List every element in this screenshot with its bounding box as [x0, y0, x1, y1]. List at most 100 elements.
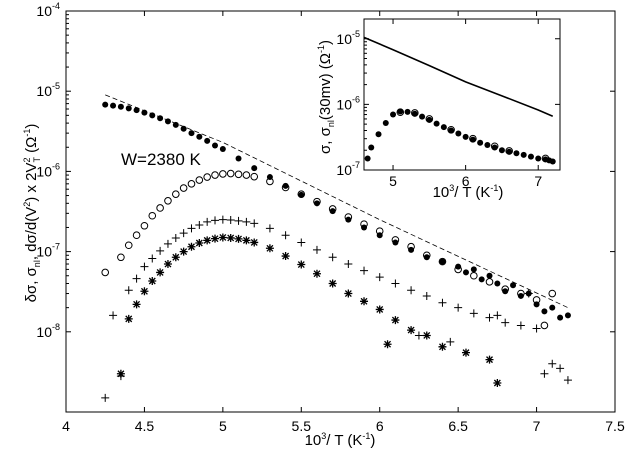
main-series-3-point	[218, 233, 227, 242]
main-series-2-point	[124, 286, 133, 295]
inset-series-2-point	[396, 108, 405, 116]
inset-x-tick-label: 6	[462, 173, 470, 189]
main-series-0-point	[478, 276, 485, 283]
main-y-tick-label: 10-4	[36, 1, 60, 19]
main-series-3-point	[163, 260, 172, 269]
main-series-2-point	[132, 274, 141, 283]
main-series-0-point	[212, 142, 219, 149]
inset-plot-series	[363, 36, 556, 165]
main-series-1-point	[250, 172, 259, 181]
main-series-1-point	[438, 257, 447, 266]
main-series-3-point	[171, 253, 180, 262]
main-series-0-point	[235, 155, 242, 162]
main-series-1-point	[203, 173, 211, 181]
main-series-3-point	[116, 369, 125, 378]
main-series-0-point	[549, 304, 556, 311]
inset-series-1-point	[527, 153, 534, 160]
main-series-1-point	[219, 170, 227, 178]
inset-series-1-point	[411, 110, 418, 117]
main-series-3-point	[156, 268, 165, 277]
main-series-0-point	[102, 101, 109, 108]
main-series-2-point	[485, 313, 494, 322]
inset-series-1-point	[520, 151, 527, 158]
main-series-3-point	[360, 297, 369, 306]
main-series-0-point	[557, 314, 564, 321]
main-series-1-point	[211, 171, 219, 179]
inset-y-tick-label: 10-5	[336, 29, 360, 47]
inset-y-tick-label: 10-6	[336, 94, 360, 112]
main-series-3-point	[242, 236, 251, 245]
main-series-2-point	[140, 262, 149, 271]
inset-series-1-point	[433, 120, 440, 127]
main-series-3-point	[297, 260, 306, 269]
main-series-2-point	[328, 253, 337, 262]
inset-background	[364, 19, 608, 201]
main-series-3-point	[391, 316, 400, 325]
main-series-1-point	[179, 184, 188, 192]
main-series-1-point	[328, 205, 337, 213]
main-series-1-point	[148, 211, 157, 220]
inset-series-1-point	[535, 155, 542, 162]
main-series-2-point	[203, 217, 212, 226]
main-series-2-point	[195, 220, 204, 229]
inset-series-1-point	[397, 108, 404, 115]
main-series-2-point	[516, 321, 525, 330]
inset-axis-ticks: 5 6 7 10-7 10-6 10-5	[336, 18, 560, 189]
main-series-0-point	[110, 102, 117, 109]
inset-series-1-point	[364, 155, 371, 162]
main-series-3-point	[265, 244, 274, 253]
main-series-3-point	[407, 326, 416, 335]
main-series-0-point	[517, 292, 524, 299]
main-series-1-point	[195, 176, 204, 184]
main-series-2-point	[156, 246, 165, 255]
inset-y-axis-title: σ, σnl(30mv) (Ω-1)	[316, 40, 336, 154]
main-series-3-point	[132, 300, 141, 309]
main-series-3-point	[234, 234, 243, 243]
main-series-3-point	[375, 305, 384, 314]
main-series-0-point	[117, 103, 124, 110]
main-series-2-point	[109, 311, 118, 320]
inset-series-1-point	[404, 108, 411, 115]
main-series-2-point	[218, 215, 227, 224]
main-series-2-point	[501, 318, 510, 327]
annotation-w: W=2380 K	[121, 150, 202, 169]
main-series-2-point	[171, 233, 180, 242]
main-series-3-point	[195, 239, 204, 248]
main-series-2-point	[187, 224, 196, 233]
inset-series-1-point	[440, 124, 447, 131]
main-series-1-point	[266, 177, 274, 186]
inset-series-1-point	[375, 131, 382, 138]
main-series-3-point	[140, 287, 149, 296]
inset-series-1-point	[462, 133, 469, 140]
main-series-2-point	[524, 289, 533, 298]
inset-series-2-point	[469, 134, 477, 143]
main-series-2-point	[344, 260, 353, 269]
main-series-0-point	[149, 112, 156, 119]
main-series-2-point	[297, 238, 306, 247]
main-series-1-point	[532, 296, 541, 304]
inset-series-1-point	[419, 113, 426, 120]
main-series-3-point	[383, 340, 392, 349]
main-series-2-point	[101, 393, 110, 402]
main-series-1-point	[156, 204, 164, 212]
main-series-2-point	[446, 337, 455, 346]
main-series-2-point	[469, 309, 478, 318]
main-axis-ticks: 4 4.5 5 5.5 6 6.5 7 7.5 10-8 10-7 10-6 10-5 10-4	[36, 1, 625, 434]
inset-series-1-point	[390, 111, 397, 118]
main-series-2-point	[148, 254, 157, 263]
main-series-2-point	[422, 291, 431, 300]
main-series-1-point	[226, 169, 235, 178]
main-series-2-point	[493, 311, 502, 320]
inset-series-1-point	[455, 130, 462, 137]
main-series-2-point	[360, 266, 369, 275]
main-series-0-point	[180, 125, 187, 132]
main-series-0-point	[196, 133, 203, 140]
main-series-3-point	[438, 342, 447, 351]
inset-series-1-point	[368, 144, 375, 151]
main-plot-frame	[65, 10, 616, 413]
main-series-1-point	[281, 183, 290, 192]
main-x-tick-label: 4.5	[135, 418, 155, 434]
main-x-tick-label: 7	[533, 418, 541, 434]
main-y-axis-title: δσ, σnl, dσ/d(V2) x 2V2T (Ω-1)	[22, 124, 42, 303]
main-series-1-point	[470, 271, 478, 280]
